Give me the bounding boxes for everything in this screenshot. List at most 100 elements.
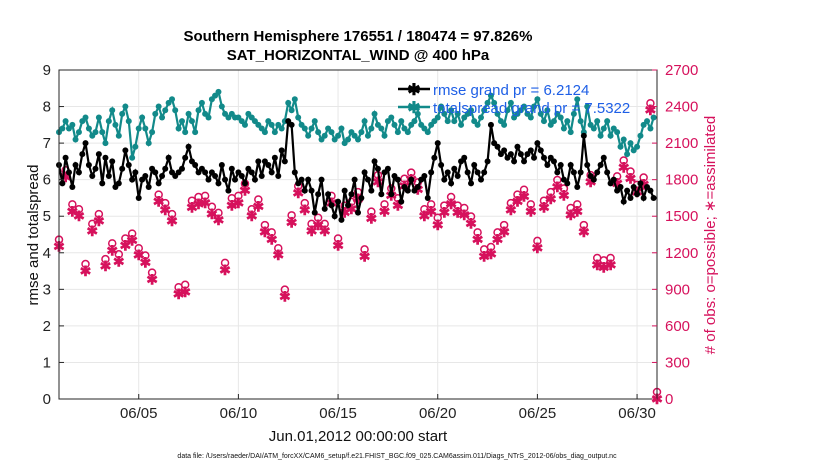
series-point [411,118,418,125]
series-point [570,110,577,117]
series-point [487,121,494,128]
obs-possible-point [114,250,124,259]
series-point [338,216,345,223]
y-tick-label-left: 8 [43,99,51,116]
obs-possible-point [313,213,323,223]
series-point [192,129,199,136]
series-point [228,165,235,172]
obs-assimilated-point: ✱ [186,200,198,216]
series-point [355,209,361,216]
series-point [238,173,245,180]
series-point [554,169,561,176]
series-point [504,107,511,114]
obs-assimilated-point: ✱ [73,208,85,224]
y-tick-label-left: 4 [43,245,51,262]
series-point [600,125,607,132]
obs-possible-point [274,243,283,253]
series-point [540,154,547,161]
series-point [637,132,644,139]
series-point [225,187,232,194]
series-point [384,165,391,172]
series-point [650,114,657,121]
series-point [398,118,405,125]
obs-possible-point [612,172,622,181]
obs-possible-point [639,173,648,182]
y-tick-label-left: 3 [43,281,51,298]
series-point [394,129,401,136]
series-point [408,176,415,183]
obs-possible-point [220,258,230,268]
series-point [325,191,332,198]
series-point [388,114,395,121]
series-point [135,125,142,132]
series-point [82,140,89,147]
series-point [202,169,209,176]
series-point [195,107,202,114]
obs-assimilated-point: ✱ [306,223,318,239]
obs-assimilated-point: ✱ [525,203,537,219]
series-point [557,162,564,169]
obs-assimilated-point: ✱ [518,189,530,205]
series-point [378,125,385,132]
series-point [637,180,644,187]
y-tick-label-left: 6 [43,172,51,189]
series-point [328,129,335,136]
series-point [275,173,282,180]
series-point [248,169,255,176]
series-point [527,147,534,154]
series-point [540,118,547,125]
series-point [514,143,521,150]
series-point [129,176,136,183]
legend-spread-marker: ✱ [407,100,420,117]
plot-frame [58,69,658,400]
series-point [115,132,122,139]
series-point [537,110,544,117]
series-point [125,118,132,125]
series-point [577,169,584,176]
series-point [305,132,312,139]
obs-possible-point [459,203,469,213]
obs-possible-point [88,219,97,229]
series-point [255,158,262,165]
obs-assimilated-point: ✱ [365,211,377,227]
obs-assimilated-point: ✱ [139,255,151,271]
series-point [378,191,385,198]
series-point [109,158,116,165]
series-point [241,180,248,187]
obs-assimilated-point: ✱ [505,202,517,218]
series-point [172,107,179,114]
x-tick-label: 06/30 [618,405,656,422]
obs-assimilated-point: ✱ [299,202,311,218]
series-point [119,165,126,172]
y-tick-label-right: 300 [665,354,690,371]
series-point [484,99,491,106]
series-point [102,154,109,161]
obs-assimilated-point: ✱ [120,237,132,253]
series-point [451,165,458,172]
obs-possible-point [440,201,449,210]
obs-assimilated-point: ✱ [319,223,331,239]
series-point [135,194,142,201]
obs-assimilated-point: ✱ [193,196,205,212]
y-tick-label-right: 2400 [665,99,698,116]
series-point [305,176,312,183]
series-point [584,103,591,110]
series-point [268,121,275,128]
series-point [374,165,381,172]
obs-assimilated-point: ✱ [359,248,371,264]
series-point [338,125,345,132]
series-point [155,103,162,110]
obs-possible-point [81,259,90,269]
obs-possible-point [566,203,575,213]
obs-possible-point [167,209,177,219]
series-point [145,140,152,147]
series-point [491,99,498,106]
series-point [441,110,448,117]
series-point [198,99,205,106]
series-layer: ✱✱✱✱✱✱✱✱✱✱✱✱✱✱✱✱✱✱✱✱✱✱✱✱✱✱✱✱✱✱✱✱✱✱✱✱✱✱✱✱… [53,88,663,407]
series-point [355,136,361,143]
series-point [620,198,627,205]
y-tick-label-right: 600 [665,318,690,335]
series-point [358,194,365,201]
